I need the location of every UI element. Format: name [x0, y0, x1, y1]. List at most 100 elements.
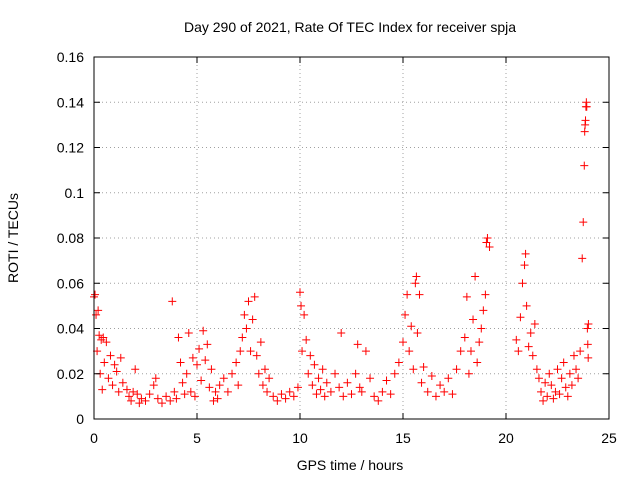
data-point: [125, 392, 134, 401]
data-point: [419, 362, 428, 371]
data-point: [145, 390, 154, 399]
data-point: [234, 381, 243, 390]
data-point: [581, 116, 590, 125]
data-point: [390, 369, 399, 378]
data-points: [90, 98, 593, 408]
y-tick-label: 0.12: [57, 140, 84, 156]
data-point: [240, 310, 249, 319]
data-point: [116, 353, 125, 362]
data-point: [316, 385, 325, 394]
data-point: [108, 381, 117, 390]
data-point: [209, 396, 218, 405]
data-point: [260, 365, 269, 374]
data-point: [223, 387, 232, 396]
x-tick-label: 0: [90, 430, 98, 446]
data-point: [203, 340, 212, 349]
data-point: [263, 387, 272, 396]
data-point: [539, 396, 548, 405]
data-point: [361, 347, 370, 356]
data-point: [127, 396, 136, 405]
data-point: [357, 387, 366, 396]
data-point: [582, 102, 591, 111]
data-point: [197, 376, 206, 385]
data-point: [394, 358, 403, 367]
data-point: [331, 369, 340, 378]
data-point: [297, 301, 306, 310]
x-tick-labels: 0 5 10 15 20 25: [90, 430, 617, 446]
data-point: [343, 378, 352, 387]
data-point: [207, 365, 216, 374]
data-point: [405, 347, 414, 356]
data-point: [265, 374, 274, 383]
x-tick-label: 25: [601, 430, 617, 446]
data-point: [199, 326, 208, 335]
data-point: [166, 396, 175, 405]
data-point: [479, 306, 488, 315]
data-point: [532, 365, 541, 374]
data-point: [578, 254, 587, 263]
data-point: [584, 353, 593, 362]
data-point: [92, 310, 101, 319]
data-point: [149, 381, 158, 390]
data-point: [561, 383, 570, 392]
data-point: [122, 385, 131, 394]
data-point: [205, 383, 214, 392]
data-point: [258, 381, 267, 390]
y-tick-label: 0.02: [57, 366, 84, 382]
data-point: [91, 290, 100, 299]
data-point: [114, 387, 123, 396]
data-point: [110, 360, 119, 369]
data-point: [312, 390, 321, 399]
data-point: [567, 381, 576, 390]
y-tick-label: 0.04: [57, 321, 84, 337]
data-point: [100, 358, 109, 367]
data-point: [466, 347, 475, 356]
data-point: [572, 365, 581, 374]
axis-ticks: [93, 56, 610, 420]
data-point: [228, 369, 237, 378]
data-point: [112, 367, 121, 376]
data-point: [310, 360, 319, 369]
data-point: [106, 351, 115, 360]
data-point: [374, 396, 383, 405]
data-point: [580, 127, 589, 136]
data-point: [541, 378, 550, 387]
data-point: [296, 288, 304, 297]
data-point: [174, 333, 183, 342]
data-point: [413, 329, 422, 338]
data-point: [440, 387, 449, 396]
y-tick-label: 0.06: [57, 275, 84, 291]
data-point: [188, 353, 197, 362]
data-point: [256, 338, 265, 347]
chart-title: Day 290 of 2021, Rate Of TEC Index for r…: [184, 19, 516, 35]
data-point: [322, 378, 331, 387]
data-point: [244, 297, 253, 306]
data-point: [423, 387, 432, 396]
data-point: [339, 392, 348, 401]
data-point: [557, 374, 566, 383]
data-point: [516, 313, 525, 322]
data-point: [530, 319, 539, 328]
x-tick-label: 5: [193, 430, 201, 446]
y-tick-labels: 0 0.02 0.04 0.06 0.08 0.1 0.12 0.14 0.16: [57, 49, 84, 427]
y-axis-label: ROTI / TECUs: [5, 193, 21, 283]
y-tick-label: 0.14: [57, 94, 84, 110]
x-tick-label: 10: [292, 430, 308, 446]
data-point: [135, 399, 144, 408]
data-point: [584, 319, 593, 328]
data-point: [355, 383, 364, 392]
y-tick-label: 0.1: [65, 185, 85, 201]
data-point: [170, 387, 179, 396]
data-point: [481, 290, 490, 299]
data-point: [252, 351, 261, 360]
data-point: [386, 390, 395, 399]
data-point: [182, 369, 191, 378]
data-point: [98, 385, 107, 394]
data-point: [293, 383, 302, 392]
data-point: [176, 358, 185, 367]
data-point: [254, 369, 263, 378]
data-point: [452, 365, 461, 374]
data-point: [141, 396, 150, 405]
data-point: [448, 390, 457, 399]
data-point: [518, 279, 527, 288]
